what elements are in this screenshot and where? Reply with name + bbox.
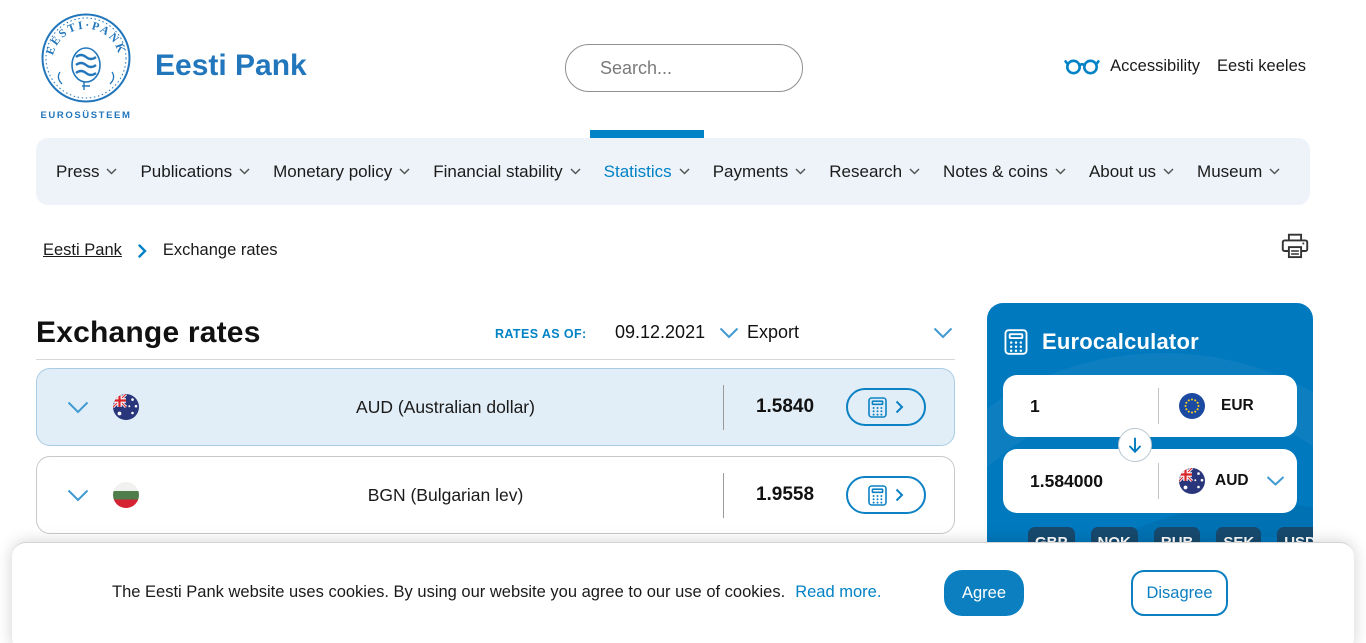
- export-select[interactable]: Export: [747, 322, 953, 343]
- eurocalculator-header: Eurocalculator: [1004, 329, 1199, 355]
- arrow-down-icon: [1129, 437, 1141, 453]
- expand-row-icon[interactable]: [67, 401, 89, 414]
- swap-direction-button[interactable]: [1118, 428, 1152, 462]
- chevron-down-icon: [933, 327, 953, 338]
- page-title: Exchange rates: [36, 316, 261, 349]
- nav-item-payments[interactable]: Payments: [713, 138, 807, 205]
- breadcrumb: Eesti Pank Exchange rates: [43, 241, 278, 260]
- chevron-down-icon: [1269, 168, 1280, 175]
- chevron-down-icon: [239, 168, 250, 175]
- bulgaria-flag-icon: [113, 482, 139, 508]
- chevron-down-icon: [106, 168, 117, 175]
- calculator-icon: [1004, 329, 1028, 355]
- nav-item-monetary-policy[interactable]: Monetary policy: [273, 138, 410, 205]
- chevron-right-icon: [895, 488, 904, 502]
- rates-date-select[interactable]: 09.12.2021: [615, 322, 739, 343]
- cookie-message-row: The Eesti Pank website uses cookies. By …: [112, 543, 881, 641]
- calculator-from-field: EUR: [1003, 375, 1297, 437]
- eu-flag-icon: [1179, 393, 1205, 419]
- eesti-pank-seal-logo[interactable]: EESTI·PANK: [40, 12, 132, 104]
- rates-as-of-label: RATES AS OF:: [495, 327, 587, 341]
- rates-date-value: 09.12.2021: [615, 322, 706, 342]
- rate-row-bgn[interactable]: BGN (Bulgarian lev) 1.9558: [36, 456, 955, 534]
- main-navigation: Press Publications Monetary policy Finan…: [36, 130, 1310, 205]
- cookie-message: The Eesti Pank website uses cookies. By …: [112, 582, 786, 601]
- chevron-down-icon: [399, 168, 410, 175]
- amount-from-input[interactable]: [1030, 395, 1148, 417]
- language-switch[interactable]: Eesti keeles: [1217, 57, 1306, 76]
- nav-item-publications[interactable]: Publications: [140, 138, 250, 205]
- chevron-down-icon: [1266, 476, 1285, 486]
- exchange-rate-value: 1.5840: [755, 396, 815, 417]
- chevron-down-icon: [795, 168, 806, 175]
- chevron-down-icon: [1055, 168, 1066, 175]
- divider: [1158, 388, 1159, 424]
- chevron-right-icon: [138, 243, 147, 258]
- cookie-read-more-link[interactable]: Read more.: [795, 582, 882, 601]
- rate-row-aud[interactable]: AUD (Australian dollar) 1.5840: [36, 368, 955, 446]
- nav-item-notes-coins[interactable]: Notes & coins: [943, 138, 1066, 205]
- eurocalculator-title: Eurocalculator: [1042, 329, 1199, 354]
- from-currency-code: EUR: [1221, 397, 1254, 414]
- nav-item-press[interactable]: Press: [56, 138, 117, 205]
- search-box[interactable]: [565, 44, 832, 92]
- to-currency-code: AUD: [1215, 472, 1249, 489]
- chevron-down-icon: [1163, 168, 1174, 175]
- accessibility-label: Accessibility: [1110, 56, 1201, 75]
- open-calculator-button[interactable]: [846, 388, 926, 426]
- amount-to-input[interactable]: [1030, 470, 1148, 492]
- divider: [723, 472, 724, 518]
- cookie-disagree-button[interactable]: Disagree: [1131, 570, 1228, 616]
- currency-row-label: BGN (Bulgarian lev): [367, 484, 524, 505]
- breadcrumb-home-link[interactable]: Eesti Pank: [43, 241, 122, 259]
- glasses-icon: [1064, 59, 1100, 75]
- nav-item-statistics[interactable]: Statistics: [589, 130, 704, 205]
- language-label: Eesti keeles: [1217, 56, 1306, 75]
- eurosystem-label: EUROSÜSTEEM: [40, 110, 132, 121]
- expand-row-icon[interactable]: [67, 489, 89, 502]
- chevron-down-icon: [719, 327, 739, 338]
- chevron-down-icon: [909, 168, 920, 175]
- calculator-icon: [868, 484, 887, 506]
- chevron-down-icon: [570, 168, 581, 175]
- exchange-rate-value: 1.9558: [755, 484, 815, 505]
- export-label: Export: [747, 322, 800, 342]
- header-utility-links: Accessibility Eesti keeles: [1064, 56, 1306, 76]
- chevron-right-icon: [895, 400, 904, 414]
- divider: [723, 384, 724, 430]
- nav-item-financial-stability[interactable]: Financial stability: [433, 138, 581, 205]
- nav-item-about-us[interactable]: About us: [1089, 138, 1174, 205]
- currency-row-label: AUD (Australian dollar): [356, 396, 535, 417]
- title-divider: [36, 359, 955, 360]
- print-icon[interactable]: [1280, 231, 1310, 261]
- currency-select-chevron[interactable]: [1266, 476, 1285, 487]
- brand-wordmark[interactable]: Eesti Pank: [155, 49, 307, 82]
- australia-flag-icon: [1179, 468, 1205, 494]
- nav-item-research[interactable]: Research: [829, 138, 920, 205]
- rate-controls: 1.5840: [723, 384, 926, 430]
- accessibility-link[interactable]: Accessibility: [1064, 56, 1200, 76]
- calculator-icon: [868, 396, 887, 418]
- cookie-agree-button[interactable]: Agree: [944, 570, 1024, 616]
- calculator-to-field: AUD: [1003, 449, 1297, 513]
- divider: [1158, 463, 1159, 499]
- cookie-banner: The Eesti Pank website uses cookies. By …: [12, 542, 1354, 643]
- australia-flag-icon: [113, 394, 139, 420]
- rate-controls: 1.9558: [723, 472, 926, 518]
- breadcrumb-current: Exchange rates: [162, 241, 278, 259]
- open-calculator-button[interactable]: [846, 476, 926, 514]
- nav-item-museum[interactable]: Museum: [1197, 138, 1280, 205]
- search-input[interactable]: [600, 57, 832, 79]
- chevron-down-icon: [679, 168, 690, 175]
